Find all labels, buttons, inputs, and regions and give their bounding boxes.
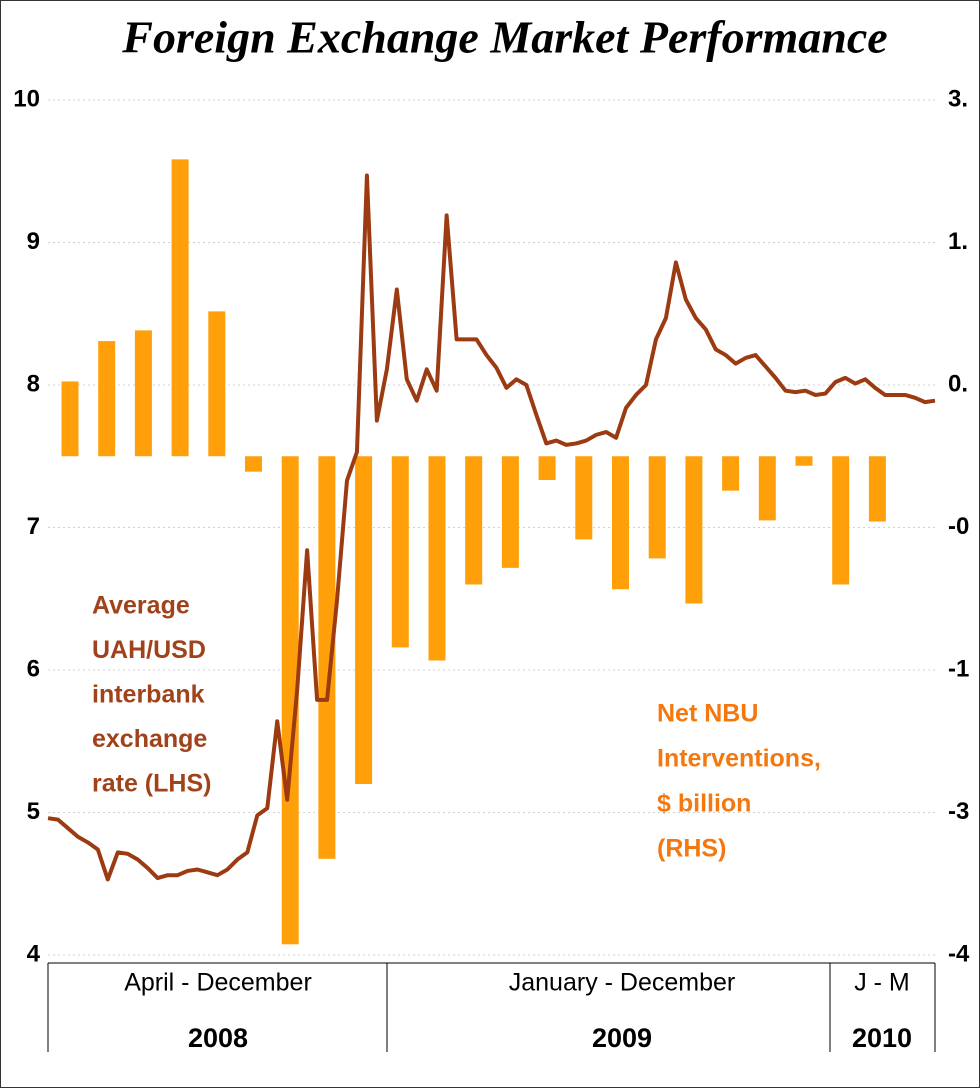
annotation: Average bbox=[92, 592, 190, 620]
y-tick-label: 4 bbox=[27, 940, 41, 967]
annotation: $ billion bbox=[657, 790, 751, 818]
bar bbox=[722, 456, 740, 491]
annotation: exchange bbox=[92, 725, 207, 753]
bar bbox=[868, 456, 886, 522]
annotation: Net NBU bbox=[657, 700, 758, 728]
y-tick-label: 9 bbox=[27, 228, 40, 255]
bar bbox=[428, 456, 446, 661]
y2-tick-label: -3 bbox=[948, 798, 969, 825]
annotation: interbank bbox=[92, 681, 205, 709]
bar bbox=[281, 456, 299, 945]
bar bbox=[98, 341, 116, 457]
bar bbox=[171, 159, 189, 457]
x-group-year: 2008 bbox=[188, 1023, 248, 1053]
bar bbox=[134, 330, 152, 457]
x-group-year: 2009 bbox=[592, 1023, 652, 1053]
y2-tick-label: -1 bbox=[948, 655, 969, 682]
x-group-label: January - December bbox=[509, 969, 735, 997]
rate-line bbox=[47, 173, 936, 882]
x-group-label: April - December bbox=[124, 969, 312, 997]
y2-tick-label: 3. bbox=[948, 85, 968, 112]
annotation: Interventions, bbox=[657, 745, 821, 773]
y-tick-label: 5 bbox=[27, 798, 40, 825]
y2-tick-label: -4 bbox=[948, 940, 970, 967]
x-group-year: 2010 bbox=[852, 1023, 912, 1053]
bar bbox=[355, 456, 373, 784]
bar bbox=[612, 456, 629, 590]
annotation: rate (LHS) bbox=[92, 770, 211, 798]
y-tick-label: 10 bbox=[13, 85, 40, 112]
bar bbox=[501, 456, 519, 568]
x-group-label: J - M bbox=[854, 969, 910, 997]
annotation: (RHS) bbox=[657, 835, 726, 863]
y2-tick-label: 0. bbox=[948, 370, 968, 397]
bar bbox=[245, 456, 262, 472]
x-table bbox=[47, 962, 936, 1052]
bar bbox=[391, 456, 409, 648]
y2-tick-label: -0 bbox=[948, 513, 969, 540]
chart-title: Foreign Exchange Market Performance bbox=[121, 12, 887, 63]
bar bbox=[318, 456, 336, 859]
bar bbox=[832, 456, 850, 585]
bar bbox=[575, 456, 593, 540]
annotation: UAH/USD bbox=[92, 636, 206, 664]
y2-tick-label: 1. bbox=[948, 228, 968, 255]
bar bbox=[61, 381, 79, 457]
bar bbox=[208, 311, 226, 457]
y-tick-label: 6 bbox=[27, 655, 40, 682]
y-tick-label: 7 bbox=[27, 513, 40, 540]
bar bbox=[685, 456, 703, 604]
bar bbox=[758, 456, 776, 521]
bar bbox=[795, 456, 813, 466]
y-tick-label: 8 bbox=[27, 370, 40, 397]
bar bbox=[648, 456, 666, 559]
bar bbox=[465, 456, 483, 585]
bar bbox=[538, 456, 556, 480]
